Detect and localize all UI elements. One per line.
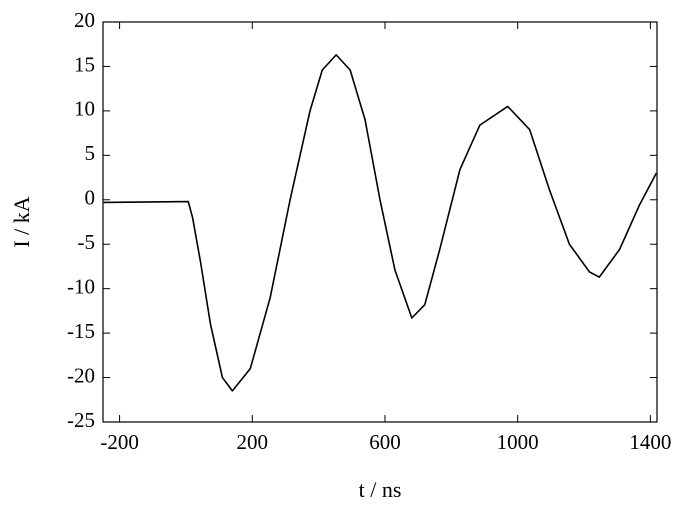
y-tick-label: -15: [67, 319, 95, 343]
x-tick-label: -200: [100, 430, 139, 454]
y-tick-label: 20: [74, 8, 95, 32]
y-tick-label: -25: [67, 408, 95, 432]
y-tick-label: -5: [78, 230, 96, 254]
x-tick-label: 1400: [629, 430, 671, 454]
y-tick-label: -10: [67, 274, 95, 298]
data-line: [103, 54, 658, 392]
plot-frame: [102, 21, 658, 423]
x-tick-label: 1000: [497, 430, 539, 454]
y-tick-label: 15: [74, 52, 95, 76]
y-tick-label: 5: [85, 141, 96, 165]
x-tick-label: 600: [369, 430, 401, 454]
x-axis-title: t / ns: [359, 477, 402, 502]
y-tick-label: 10: [74, 97, 95, 121]
y-tick-label: -20: [67, 363, 95, 387]
y-tick-label: 0: [85, 186, 96, 210]
y-axis-title: I / kA: [9, 196, 34, 247]
x-tick-label: 200: [237, 430, 269, 454]
